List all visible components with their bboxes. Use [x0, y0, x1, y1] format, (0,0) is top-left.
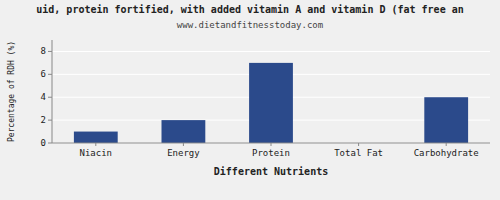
bar: [424, 97, 468, 143]
grid-line: [52, 51, 490, 52]
y-axis-label: Percentage of RDH (%): [7, 41, 16, 142]
bar: [74, 132, 118, 143]
y-tick-label: 4: [41, 92, 46, 102]
y-grid: [52, 51, 490, 143]
y-tick: [48, 143, 52, 144]
x-tick: [271, 143, 272, 146]
x-tick-label: Niacin: [80, 148, 113, 158]
x-tick-label: Carbohydrate: [414, 148, 479, 158]
bars: [74, 63, 468, 143]
x-axis-label: Different Nutrients: [214, 166, 328, 177]
x-tick-label: Total Fat: [334, 148, 383, 158]
y-tick: [48, 97, 52, 98]
y-tick: [48, 74, 52, 75]
chart-svg: uid, protein fortified, with added vitam…: [0, 0, 500, 200]
y-tick: [48, 51, 52, 52]
y-tick-label: 2: [41, 115, 46, 125]
y-tick-label: 0: [41, 138, 46, 148]
background: [0, 0, 500, 200]
x-tick-label: Protein: [252, 148, 290, 158]
x-tick: [358, 143, 359, 146]
y-tick-label: 8: [41, 46, 46, 56]
x-tick: [446, 143, 447, 146]
y-axis-line: [52, 40, 53, 143]
title: uid, protein fortified, with added vitam…: [36, 4, 463, 15]
x-tick: [183, 143, 184, 146]
x-tick: [95, 143, 96, 146]
x-tick-label: Energy: [167, 148, 200, 158]
y-tick: [48, 120, 52, 121]
bar: [249, 63, 293, 143]
y-tick-label: 6: [41, 69, 46, 79]
bar: [162, 120, 206, 143]
chart-container: uid, protein fortified, with added vitam…: [0, 0, 500, 200]
subtitle: www.dietandfitnesstoday.com: [177, 20, 323, 30]
